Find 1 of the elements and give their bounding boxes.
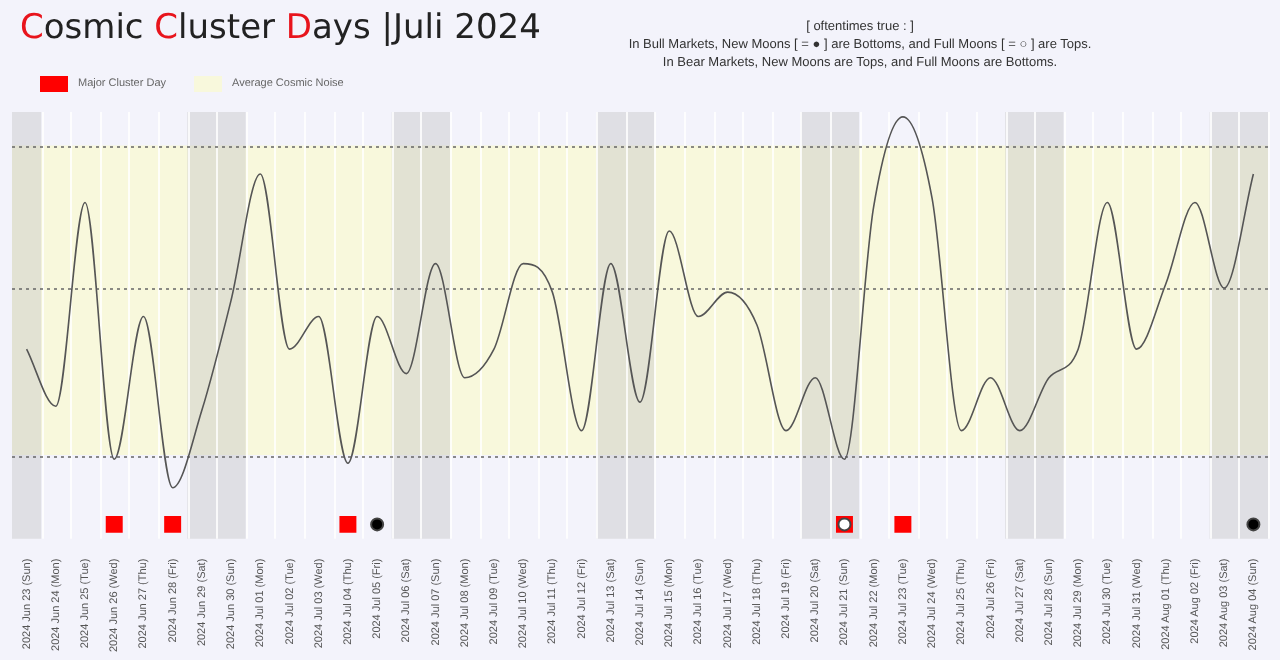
- chart-title: Cosmic Cluster Days |Juli 2024: [20, 8, 541, 48]
